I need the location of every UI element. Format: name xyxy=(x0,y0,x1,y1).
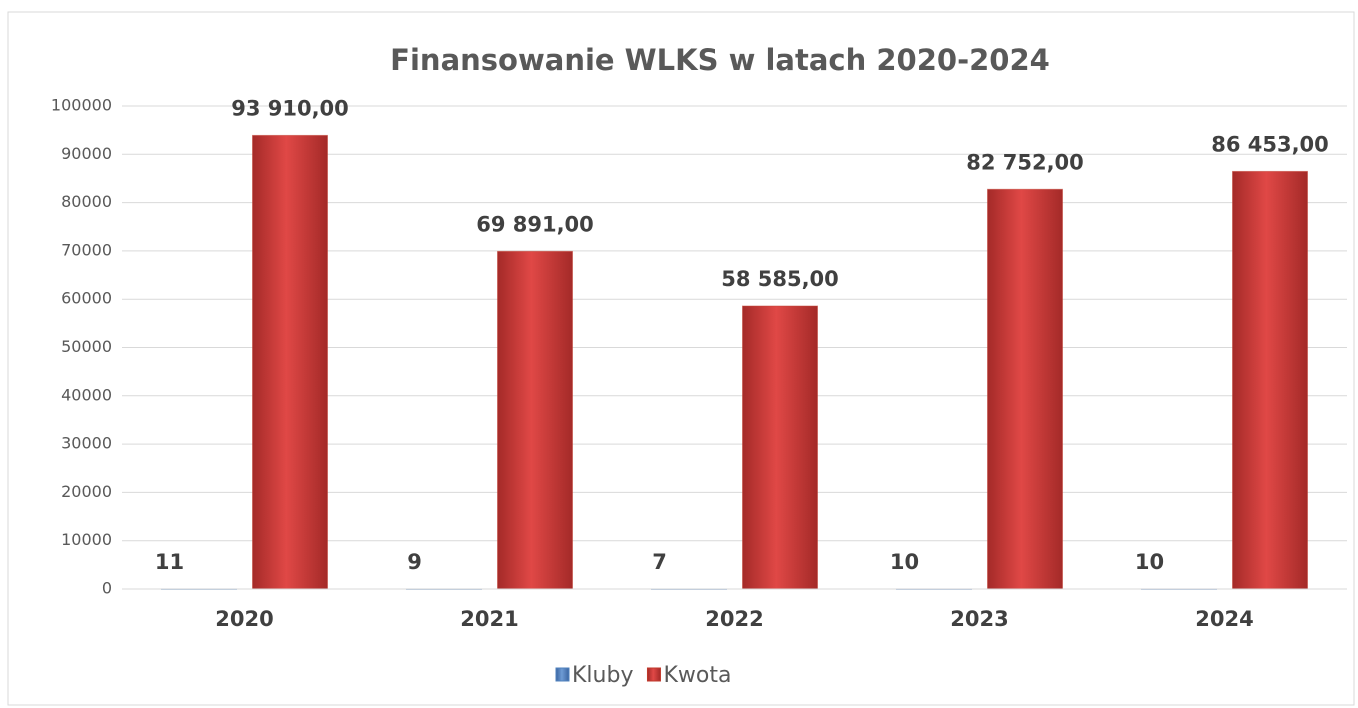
x-tick-label: 2021 xyxy=(460,607,518,631)
y-tick-label: 80000 xyxy=(61,192,112,211)
y-tick-label: 50000 xyxy=(61,337,112,356)
value-label: 58 585,00 xyxy=(721,267,839,291)
legend-label: Kluby xyxy=(572,663,633,688)
y-tick-label: 30000 xyxy=(61,434,112,453)
value-label: 11 xyxy=(155,550,184,574)
y-tick-label: 0 xyxy=(102,579,112,598)
value-label: 86 453,00 xyxy=(1211,132,1329,156)
y-tick-label: 70000 xyxy=(61,240,112,259)
bar xyxy=(1232,170,1308,590)
y-tick-label: 60000 xyxy=(61,289,112,308)
x-tick-label: 2020 xyxy=(215,607,273,631)
bar xyxy=(987,188,1063,590)
y-tick-label: 40000 xyxy=(61,385,112,404)
value-label: 82 752,00 xyxy=(966,150,1084,174)
value-label: 7 xyxy=(652,550,667,574)
legend-label: Kwota xyxy=(663,663,731,688)
x-tick-label: 2024 xyxy=(1195,607,1253,631)
legend-swatch xyxy=(555,667,570,682)
x-tick-label: 2023 xyxy=(950,607,1008,631)
y-tick-label: 90000 xyxy=(61,144,112,163)
value-label: 9 xyxy=(407,550,422,574)
y-tick-label: 100000 xyxy=(51,96,112,115)
y-tick-label: 10000 xyxy=(61,530,112,549)
bar xyxy=(252,134,328,590)
y-tick-label: 20000 xyxy=(61,482,112,501)
value-label: 69 891,00 xyxy=(476,212,594,236)
value-label: 10 xyxy=(890,550,919,574)
x-tick-label: 2022 xyxy=(705,607,763,631)
bar xyxy=(497,250,573,590)
bar xyxy=(742,305,818,590)
legend-swatch xyxy=(646,667,661,682)
chart-title: Finansowanie WLKS w latach 2020-2024 xyxy=(390,43,1050,77)
value-label: 93 910,00 xyxy=(231,96,349,120)
chart-border xyxy=(7,11,1355,706)
value-label: 10 xyxy=(1135,550,1164,574)
